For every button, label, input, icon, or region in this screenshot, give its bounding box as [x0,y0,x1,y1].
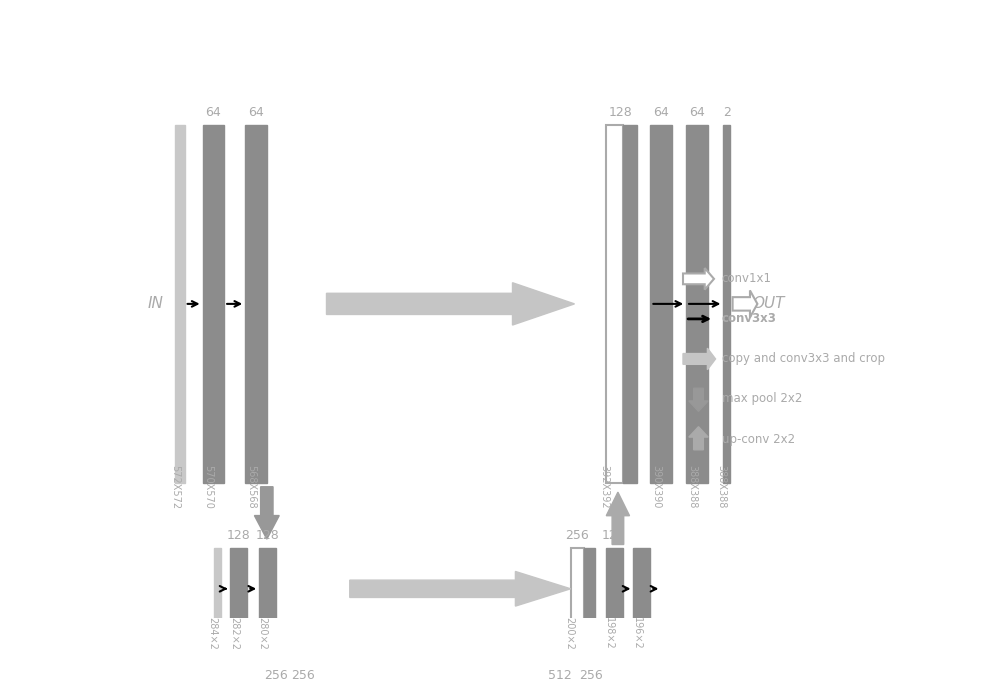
Text: IN: IN [148,296,164,312]
Text: 64: 64 [205,105,221,119]
Bar [650,125,672,483]
Text: 392X392: 392X392 [599,465,609,509]
Text: 512: 512 [548,669,572,682]
Text: 388X388: 388X388 [717,465,727,509]
Bar [253,688,259,694]
Text: 64: 64 [653,105,669,119]
Bar [268,688,284,694]
Text: 64: 64 [689,105,705,119]
Text: 280×2: 280×2 [258,617,268,650]
Bar [202,125,224,483]
Bar [583,688,599,694]
Text: 2: 2 [723,105,731,119]
Text: 284×2: 284×2 [208,617,218,650]
Text: 572X572: 572X572 [170,465,180,509]
Bar [584,548,595,629]
Polygon shape [326,282,574,325]
Text: copy and conv3x3 and crop: copy and conv3x3 and crop [722,353,885,366]
Text: conv3x3: conv3x3 [722,312,777,325]
Text: 128: 128 [227,530,251,542]
Polygon shape [581,643,600,685]
Bar [245,125,267,483]
Text: 256: 256 [264,669,288,682]
Bar [623,125,637,483]
Text: 64: 64 [248,105,264,119]
Text: up-conv 2x2: up-conv 2x2 [722,432,795,446]
Polygon shape [350,571,571,606]
Text: 196×2: 196×2 [632,617,642,650]
Text: 256: 256 [579,669,603,682]
Text: 256: 256 [291,669,315,682]
Text: 282×2: 282×2 [229,616,239,650]
Text: 390X390: 390X390 [651,465,661,509]
Polygon shape [268,633,289,679]
Bar [214,548,221,629]
Bar [633,548,650,629]
Polygon shape [683,268,714,289]
Text: 198×2: 198×2 [604,617,614,650]
Bar [296,688,311,694]
Text: OUT: OUT [752,296,784,312]
Text: conv1x1: conv1x1 [722,272,772,285]
Text: 256: 256 [565,530,589,542]
Bar [230,548,247,629]
Polygon shape [254,486,279,539]
Text: 128: 128 [602,530,626,542]
Bar [259,548,276,629]
Text: 128: 128 [609,105,633,119]
Polygon shape [689,427,708,450]
Bar [175,125,185,483]
Text: 128: 128 [256,530,279,542]
Text: 388X388: 388X388 [687,465,697,509]
Bar [606,125,623,483]
Polygon shape [689,388,708,412]
Bar [571,548,584,629]
Text: 200×2: 200×2 [564,617,574,650]
Bar [606,548,623,629]
Polygon shape [733,290,757,317]
Text: 568X568: 568X568 [246,465,256,509]
Bar [608,688,623,694]
Bar [555,688,565,694]
Text: max pool 2x2: max pool 2x2 [722,393,802,405]
Text: 570X570: 570X570 [203,465,213,509]
Polygon shape [606,492,630,545]
Bar [565,688,574,694]
Bar [723,125,730,483]
Bar [686,125,708,483]
Polygon shape [683,348,716,370]
